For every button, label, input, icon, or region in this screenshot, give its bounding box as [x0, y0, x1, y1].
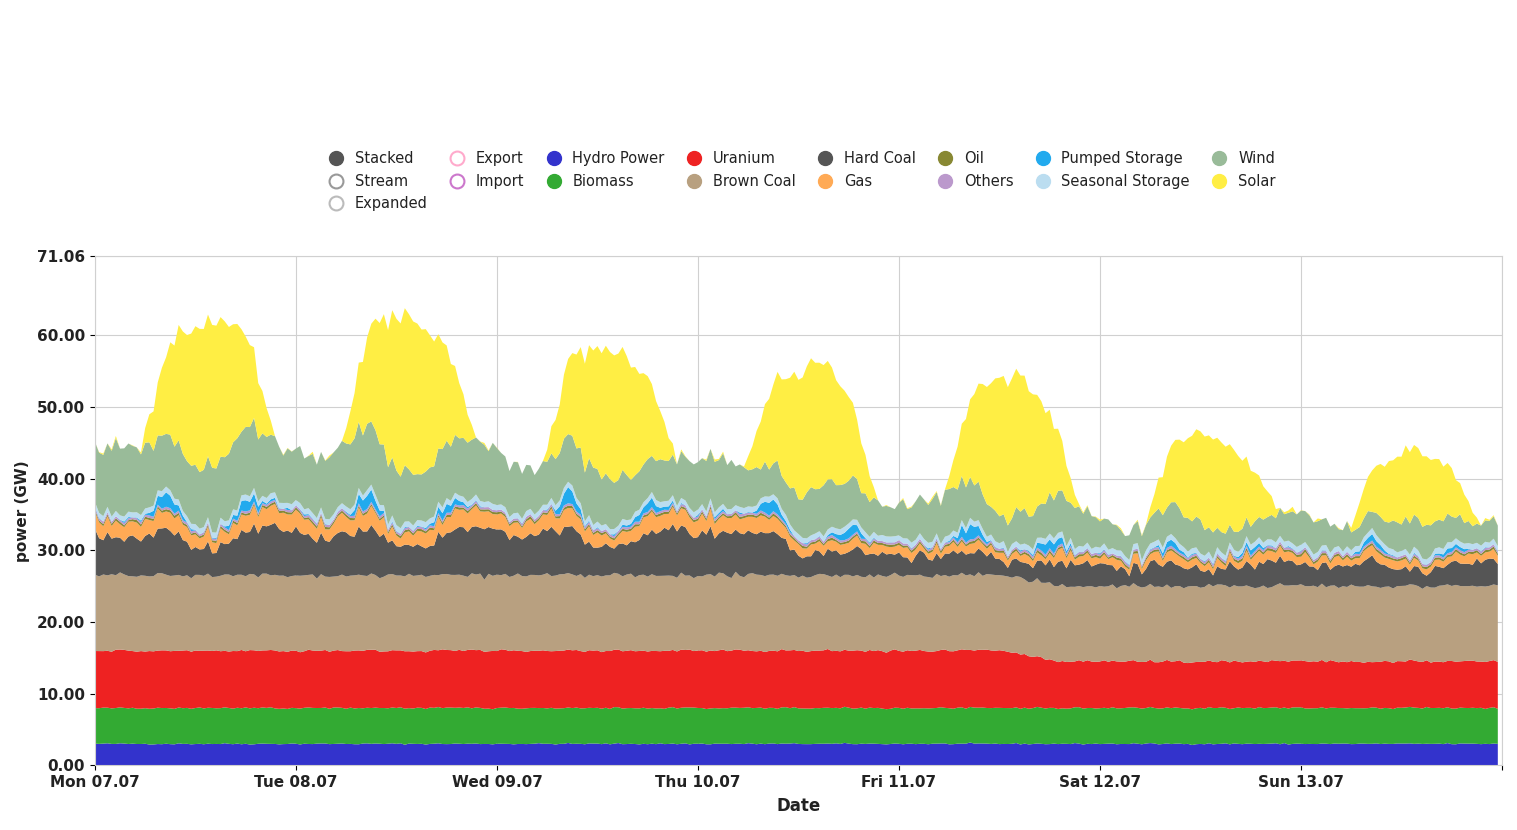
X-axis label: Date: Date	[777, 797, 821, 815]
Y-axis label: power (GW): power (GW)	[15, 460, 30, 562]
Legend: Stacked, Stream, Expanded, Export, Import, Hydro Power, Biomass, Uranium, Brown : Stacked, Stream, Expanded, Export, Impor…	[322, 152, 1276, 211]
